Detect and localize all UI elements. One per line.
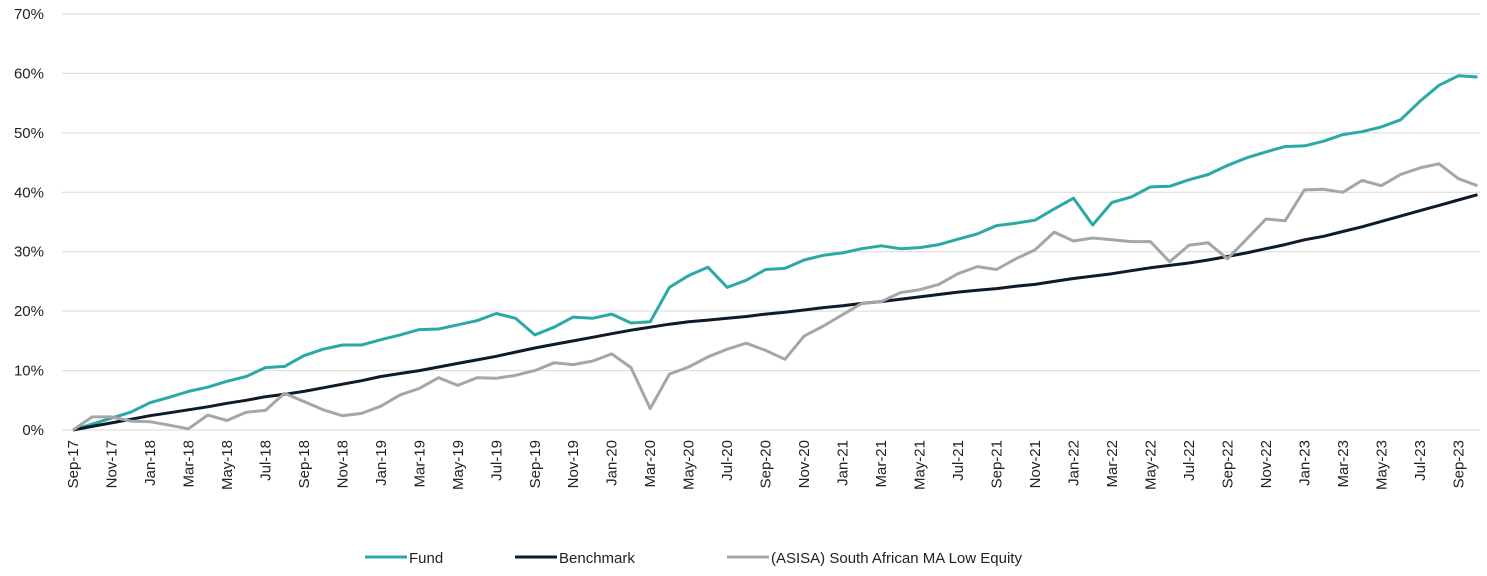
y-tick-label: 10% — [14, 363, 44, 380]
x-tick-label: Sep-20 — [758, 440, 775, 488]
x-tick-label: Mar-22 — [1104, 440, 1121, 488]
x-tick-label: Jan-22 — [1065, 440, 1082, 486]
x-tick-label: Sep-21 — [989, 440, 1006, 488]
y-tick-label: 60% — [14, 65, 44, 82]
x-tick-label: May-20 — [681, 440, 698, 490]
y-tick-label: 40% — [14, 184, 44, 201]
series-line — [72, 74, 1478, 432]
y-tick-label: 70% — [14, 6, 44, 23]
y-tick-label: 0% — [22, 422, 44, 439]
x-tick-label: May-21 — [912, 440, 929, 490]
x-tick-label: Jan-20 — [604, 440, 621, 486]
x-tick-label: Sep-19 — [527, 440, 544, 488]
y-tick-label: 20% — [14, 303, 44, 320]
x-tick-label: Sep-17 — [65, 440, 82, 488]
x-tick-label: Nov-20 — [796, 440, 813, 488]
series-line — [72, 162, 1479, 432]
x-tick-label: Mar-18 — [180, 440, 197, 488]
x-tick-label: Mar-23 — [1335, 440, 1352, 488]
x-tick-label: Jul-23 — [1412, 440, 1429, 481]
x-tick-label: Jul-21 — [950, 440, 967, 481]
x-tick-label: Jul-18 — [257, 440, 274, 481]
x-tick-label: Nov-19 — [565, 440, 582, 488]
x-tick-label: Nov-17 — [103, 440, 120, 488]
legend-label: (ASISA) South African MA Low Equity — [771, 550, 1022, 567]
x-tick-label: Nov-22 — [1258, 440, 1275, 488]
x-tick-label: Mar-21 — [873, 440, 890, 488]
x-tick-label: Jan-21 — [835, 440, 852, 486]
x-tick-label: May-19 — [450, 440, 467, 490]
legend-label: Fund — [409, 550, 443, 567]
x-tick-label: Jan-18 — [142, 440, 159, 486]
x-tick-label: Mar-20 — [642, 440, 659, 488]
x-tick-label: Jan-19 — [373, 440, 390, 486]
legend-label: Benchmark — [559, 550, 635, 567]
x-tick-label: Jan-23 — [1296, 440, 1313, 486]
x-tick-label: May-23 — [1373, 440, 1390, 490]
x-tick-label: Sep-23 — [1450, 440, 1467, 488]
x-tick-label: Sep-22 — [1219, 440, 1236, 488]
y-tick-label: 50% — [14, 125, 44, 142]
x-tick-label: Nov-21 — [1027, 440, 1044, 488]
series-line — [72, 193, 1478, 432]
x-tick-label: Jul-22 — [1181, 440, 1198, 481]
x-tick-label: Sep-18 — [296, 440, 313, 488]
x-tick-label: Jul-20 — [719, 440, 736, 481]
y-tick-label: 30% — [14, 244, 44, 261]
x-tick-label: May-22 — [1142, 440, 1159, 490]
x-tick-label: May-18 — [219, 440, 236, 490]
x-tick-label: Mar-19 — [411, 440, 428, 488]
x-tick-label: Nov-18 — [334, 440, 351, 488]
x-tick-label: Jul-19 — [488, 440, 505, 481]
